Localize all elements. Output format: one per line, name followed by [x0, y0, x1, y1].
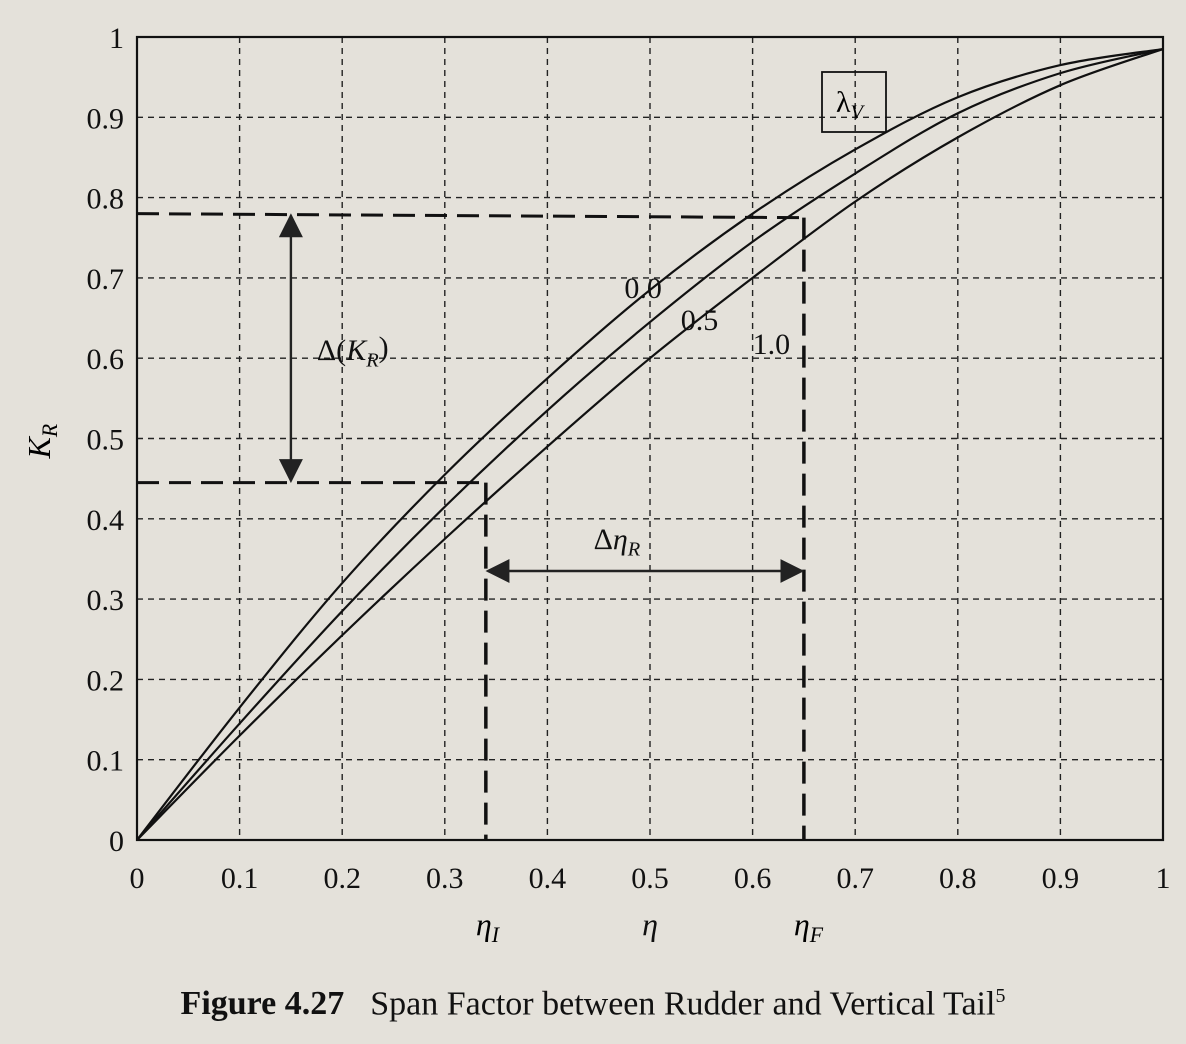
y-tick-label: 0.2: [87, 664, 125, 697]
series-line-1-0: [136, 48, 1164, 841]
x-tick-label: 0.8: [939, 862, 977, 895]
legend-title: λV: [836, 86, 866, 124]
caption-text: Span Factor between Rudder and Vertical …: [370, 985, 996, 1023]
y-tick-label: 0.4: [87, 504, 125, 537]
x-axis-label: η: [642, 906, 658, 942]
x-tick-label: 0.6: [734, 862, 772, 895]
legend-box: [821, 71, 887, 133]
x-tick-label: 0.5: [631, 862, 669, 895]
grid: [137, 37, 1163, 840]
eta-f-label: ηF: [794, 906, 824, 947]
delta-eta-label: ΔηR: [594, 523, 641, 561]
eta-i-label: ηI: [476, 906, 501, 947]
x-tick-label: 0.2: [323, 862, 361, 895]
tick-labels: 0 0.1 0.2 0.3 0.4 0.5 0.6 0.7 0.8 0.9 1 0 0.1 0.2 0.3 0…: [87, 22, 1171, 895]
series-label: 0.0: [624, 272, 662, 305]
x-tick-label: 1: [1156, 862, 1171, 895]
y-tick-label: 0.7: [87, 263, 125, 296]
kr-high-dashed-line: [136, 212, 804, 220]
delta-kr-label: Δ(KR): [317, 331, 389, 372]
figure-number: Figure 4.27: [180, 985, 345, 1023]
x-tick-label: 0.3: [426, 862, 464, 895]
x-tick-label: 0.4: [529, 862, 567, 895]
y-tick-label: 0: [109, 825, 124, 858]
y-tick-label: 0.8: [87, 183, 125, 216]
y-tick-label: 0.5: [87, 424, 125, 457]
series-line-0-5: [136, 47, 1164, 841]
x-tick-label: 0.7: [836, 862, 874, 895]
y-tick-label: 0.6: [87, 343, 125, 376]
x-tick-label: 0.1: [221, 862, 259, 895]
series-lines: 0.00.51.0: [136, 47, 1164, 841]
series-label: 1.0: [753, 328, 791, 361]
axes: [135, 35, 1165, 842]
y-tick-label: 0.1: [87, 745, 125, 778]
y-tick-label: 0.3: [87, 584, 125, 617]
axis-labels: η KR ηI ηF: [21, 424, 824, 947]
series-line-0-0: [136, 47, 1164, 841]
caption-superscript: 5: [995, 985, 1006, 1007]
annotations: λV Δ(KR) ΔηR: [136, 71, 887, 840]
x-tick-label: 0.9: [1042, 862, 1080, 895]
y-tick-label: 0.9: [87, 102, 125, 135]
x-tick-label: 0: [130, 862, 145, 895]
plot-frame: [135, 35, 1165, 842]
figure-caption: Figure 4.27 Span Factor between Rudder an…: [0, 985, 1186, 1023]
y-axis-label: KR: [21, 424, 62, 460]
y-tick-label: 1: [109, 22, 124, 55]
